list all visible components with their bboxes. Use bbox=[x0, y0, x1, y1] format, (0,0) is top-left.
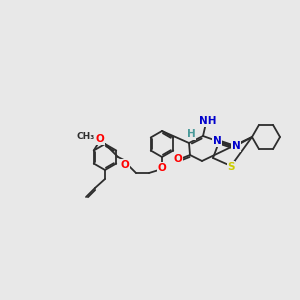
Text: O: O bbox=[121, 160, 129, 170]
Text: O: O bbox=[174, 154, 182, 164]
Text: N: N bbox=[213, 136, 221, 146]
Text: CH₃: CH₃ bbox=[76, 132, 95, 141]
Text: O: O bbox=[95, 134, 104, 145]
Text: NH: NH bbox=[199, 116, 217, 126]
Text: H: H bbox=[187, 129, 195, 139]
Text: S: S bbox=[227, 162, 235, 172]
Text: N: N bbox=[232, 141, 240, 151]
Text: O: O bbox=[158, 163, 166, 173]
